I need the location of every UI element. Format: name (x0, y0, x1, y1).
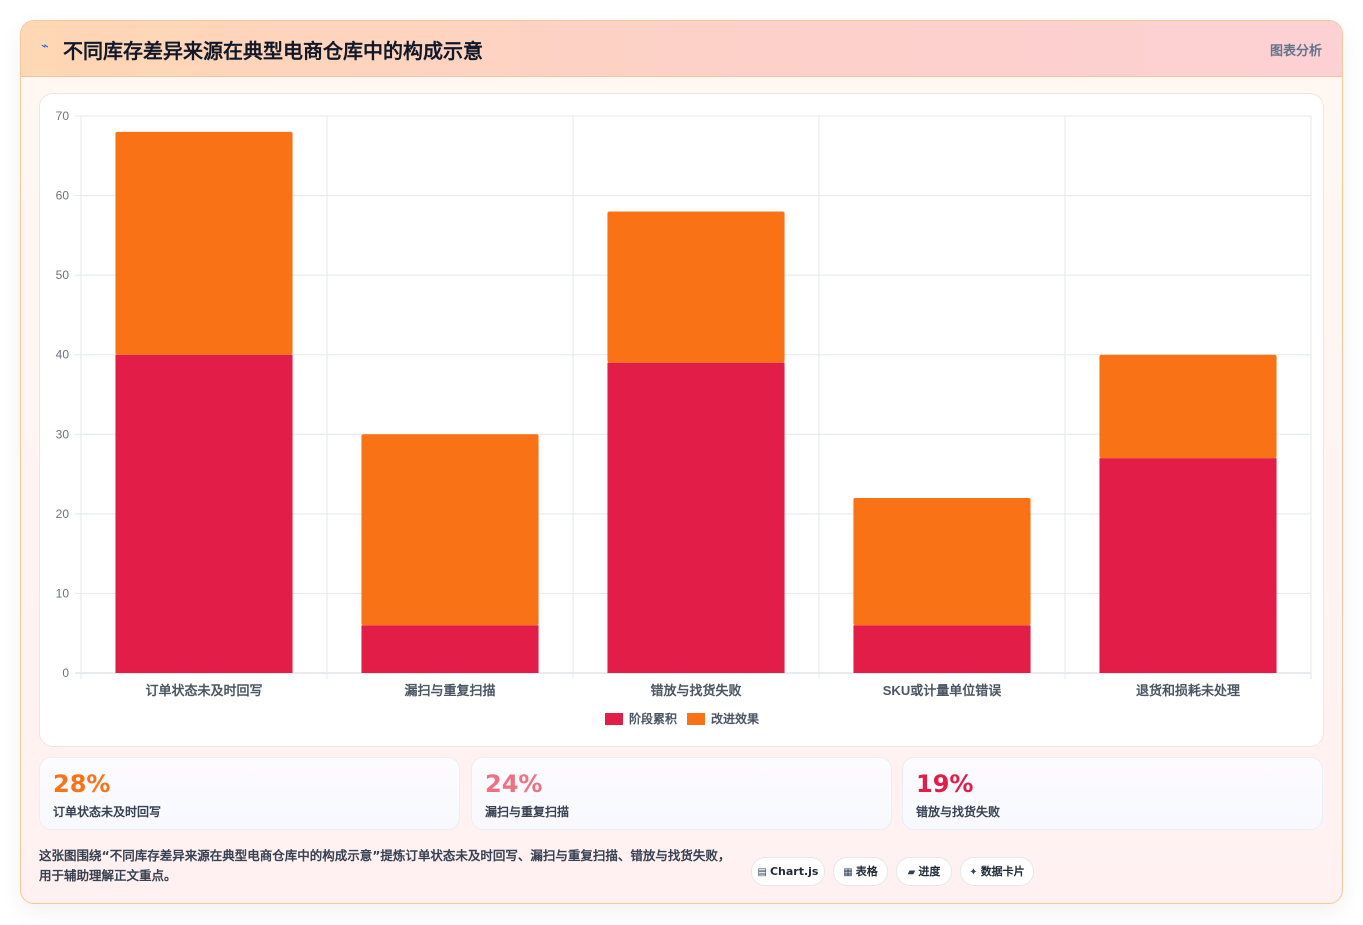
stat-label: 漏扫与重复扫描 (485, 805, 570, 819)
y-tick-label: 0 (62, 666, 69, 680)
bar-segment (607, 362, 785, 673)
badge-label: 表格 (855, 865, 878, 878)
chart-title: 不同库存差异来源在典型电商仓库中的构成示意 (63, 39, 483, 63)
bar-segment (115, 131, 293, 355)
bar-segment (361, 625, 539, 673)
badge-table[interactable]: ▦ 表格 (833, 857, 888, 886)
legend-swatch (605, 713, 623, 725)
badge-label: 数据卡片 (980, 865, 1025, 878)
badge-label: Chart.js (769, 865, 819, 878)
plot-area: 0 10 20 30 40 50 60 70 订单状态未及时回写 漏扫与重复扫描 错放与找货失败 SK… (39, 93, 1324, 747)
grid-icon: ▦ (843, 867, 853, 878)
legend-swatch (687, 713, 705, 725)
stat-label: 订单状态未及时回写 (53, 805, 162, 819)
x-tick-label: 错放与找货失败 (650, 683, 741, 698)
bar-segment (853, 625, 1031, 673)
legend-label: 改进效果 (711, 711, 759, 726)
x-tick-label: SKU或计量单位错误 (883, 683, 1002, 698)
stat-label: 错放与找货失败 (916, 805, 1001, 819)
stat-card-1: 28% 订单状态未及时回写 (39, 757, 460, 830)
stat-card-2: 24% 漏扫与重复扫描 (471, 757, 892, 830)
y-tick-label: 60 (56, 189, 70, 203)
y-tick-label: 50 (56, 268, 70, 282)
y-tick-label: 10 (56, 586, 70, 600)
x-tick-label: 退货和损耗未处理 (1136, 683, 1240, 698)
y-tick-label: 20 (56, 507, 70, 521)
chart-description: 这张图围绕“不同库存差异来源在典型电商仓库中的构成示意”提炼订单状态未及时回写、… (39, 848, 731, 883)
y-tick-label: 30 (56, 427, 70, 441)
badge-chartjs[interactable]: ▤ Chart.js (751, 857, 825, 886)
bar-segment (1099, 354, 1277, 459)
stat-card-3: 19% 错放与找货失败 (902, 757, 1323, 830)
x-tick-label: 订单状态未及时回写 (145, 683, 262, 698)
card-header: ⌁ 不同库存差异来源在典型电商仓库中的构成示意 图表分析 (21, 21, 1342, 77)
table-icon: ▤ (757, 867, 767, 878)
chart-line-icon: ⌁ (41, 39, 49, 54)
y-tick-label: 40 (56, 348, 70, 362)
chart-card: ⌁ 不同库存差异来源在典型电商仓库中的构成示意 图表分析 0 10 20 30 40 50… (20, 20, 1343, 904)
progress-icon: ▰ (907, 867, 916, 878)
bar-segment (115, 354, 293, 673)
sparkle-icon: ✦ (969, 867, 978, 878)
x-tick-label: 漏扫与重复扫描 (404, 683, 495, 698)
bar-segment (1099, 458, 1277, 673)
badge-label: 进度 (918, 865, 941, 878)
stat-value: 19% (916, 770, 974, 798)
stacked-bar-chart: 0 10 20 30 40 50 60 70 订单状态未及时回写 漏扫与重复扫描 错放与找货失败 SK… (56, 109, 1312, 726)
bar-segment (853, 497, 1031, 626)
stat-value: 28% (53, 770, 111, 798)
bar-segment (361, 434, 539, 626)
bar-segment (607, 211, 785, 363)
y-tick-label: 70 (56, 109, 70, 123)
legend-label: 阶段累积 (629, 711, 677, 726)
chart-type-tag: 图表分析 (1269, 44, 1322, 59)
badge-progress[interactable]: ▰ 进度 (896, 857, 952, 886)
badge-data-cards[interactable]: ✦ 数据卡片 (960, 857, 1034, 886)
stat-value: 24% (485, 770, 543, 798)
